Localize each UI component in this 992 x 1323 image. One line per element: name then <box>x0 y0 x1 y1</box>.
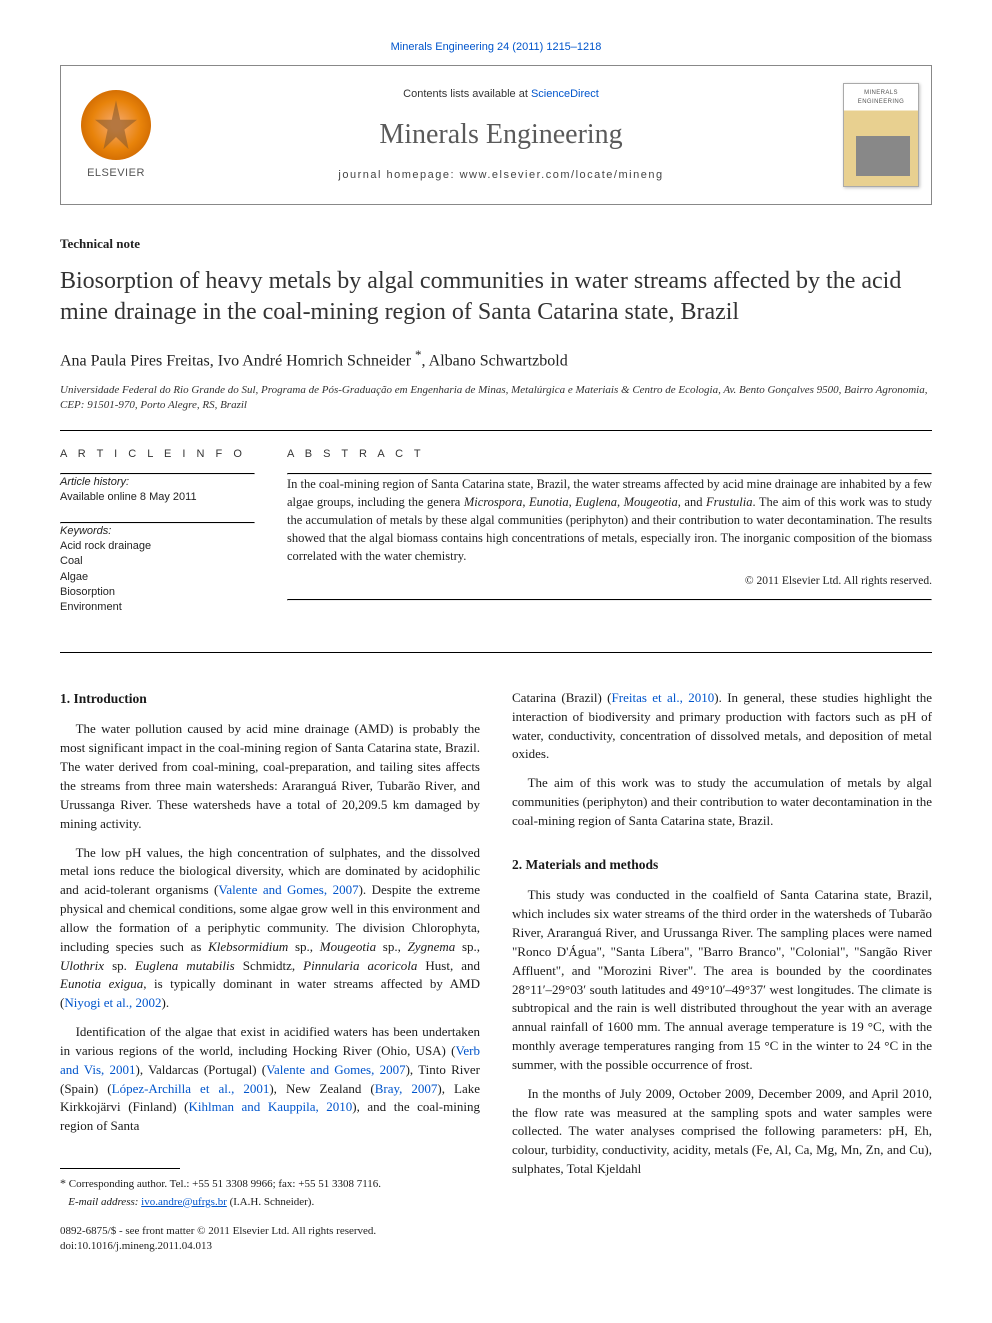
paragraph: In the months of July 2009, October 2009… <box>512 1085 932 1179</box>
authors-line: Ana Paula Pires Freitas, Ivo André Homri… <box>60 346 932 373</box>
paragraph: This study was conducted in the coalfiel… <box>512 886 932 1074</box>
doi-line: doi:10.1016/j.mineng.2011.04.013 <box>60 1239 480 1254</box>
running-head-citation: Minerals Engineering 24 (2011) 1215–1218 <box>60 40 932 55</box>
keyword: Biosorption <box>60 585 255 600</box>
corresponding-author-note: * Corresponding author. Tel.: +55 51 330… <box>60 1175 480 1192</box>
abstract-body: In the coal-mining region of Santa Catar… <box>287 475 932 566</box>
front-matter-line: 0892-6875/$ - see front matter © 2011 El… <box>60 1224 480 1239</box>
article-history-block: Article history: Available online 8 May … <box>60 475 255 506</box>
corr-author-text: Corresponding author. Tel.: +55 51 3308 … <box>69 1178 381 1190</box>
section-heading-intro: 1. Introduction <box>60 689 480 709</box>
publisher-logo-block: ELSEVIER <box>61 66 171 204</box>
history-label: Article history: <box>60 475 255 490</box>
paragraph: Catarina (Brazil) (Freitas et al., 2010)… <box>512 689 932 764</box>
abstract-column: A B S T R A C T In the coal-mining regio… <box>287 439 932 632</box>
paragraph: The low pH values, the high concentratio… <box>60 844 480 1014</box>
asterisk-icon: * <box>60 1176 66 1190</box>
journal-masthead: ELSEVIER Contents lists available at Sci… <box>60 65 932 205</box>
paragraph: The aim of this work was to study the ac… <box>512 774 932 831</box>
document-type: Technical note <box>60 235 932 253</box>
keyword: Acid rock drainage <box>60 539 255 554</box>
history-online-date: Available online 8 May 2011 <box>60 490 255 505</box>
footnote-block: * Corresponding author. Tel.: +55 51 330… <box>60 1168 480 1210</box>
paragraph: The water pollution caused by acid mine … <box>60 720 480 833</box>
contents-prefix: Contents lists available at <box>403 88 531 100</box>
publisher-name: ELSEVIER <box>87 166 145 181</box>
journal-cover-thumbnail <box>843 83 919 187</box>
sciencedirect-link[interactable]: ScienceDirect <box>531 88 599 100</box>
journal-title: Minerals Engineering <box>379 115 622 154</box>
abstract-copyright: © 2011 Elsevier Ltd. All rights reserved… <box>287 573 932 589</box>
keywords-label: Keywords: <box>60 524 255 539</box>
article-body: 1. Introduction The water pollution caus… <box>60 689 932 1255</box>
contents-available-line: Contents lists available at ScienceDirec… <box>403 87 599 102</box>
email-label: E-mail address: <box>68 1196 138 1208</box>
elsevier-tree-icon <box>81 90 151 160</box>
divider <box>60 652 932 653</box>
email-link[interactable]: ivo.andre@ufrgs.br <box>141 1196 227 1208</box>
email-owner: (I.A.H. Schneider). <box>230 1196 315 1208</box>
email-note: E-mail address: ivo.andre@ufrgs.br (I.A.… <box>60 1195 480 1210</box>
paragraph: Identification of the algae that exist i… <box>60 1023 480 1136</box>
article-info-heading: A R T I C L E I N F O <box>60 447 255 462</box>
section-heading-methods: 2. Materials and methods <box>512 855 932 875</box>
article-title: Biosorption of heavy metals by algal com… <box>60 266 932 328</box>
divider <box>60 430 932 431</box>
journal-homepage-line: journal homepage: www.elsevier.com/locat… <box>338 168 663 183</box>
keyword: Coal <box>60 554 255 569</box>
keywords-block: Keywords: Acid rock drainage Coal Algae … <box>60 524 255 616</box>
keyword: Environment <box>60 600 255 615</box>
abstract-heading: A B S T R A C T <box>287 447 932 462</box>
divider <box>287 599 932 601</box>
keyword: Algae <box>60 570 255 585</box>
affiliation: Universidade Federal do Rio Grande do Su… <box>60 383 932 413</box>
front-matter-block: 0892-6875/$ - see front matter © 2011 El… <box>60 1224 480 1255</box>
divider <box>60 1168 180 1169</box>
article-info-column: A R T I C L E I N F O Article history: A… <box>60 439 255 632</box>
